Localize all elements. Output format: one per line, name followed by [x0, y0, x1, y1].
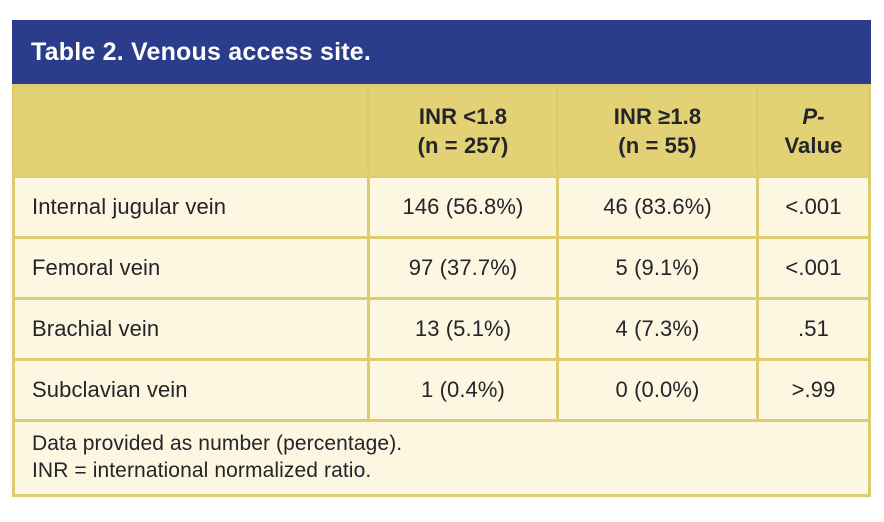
- table-row: Brachial vein 13 (5.1%) 4 (7.3%) .51: [15, 300, 868, 358]
- header-pvalue-line2: Value: [784, 133, 843, 158]
- footnote-line-1: Data provided as number (percentage).: [32, 432, 403, 455]
- header-inr-ge-line1: INR ≥1.8: [613, 104, 702, 129]
- footnote-row: Data provided as number (percentage). IN…: [15, 422, 868, 494]
- inr-ge-value-cell: 46 (83.6%): [559, 178, 756, 236]
- header-pvalue-line1: P-: [802, 104, 825, 129]
- table-row: Femoral vein 97 (37.7%) 5 (9.1%) <.001: [15, 239, 868, 297]
- venous-access-table: INR <1.8 (n = 257) INR ≥1.8 (n = 55) P- …: [12, 84, 871, 497]
- p-value-cell: .51: [759, 300, 868, 358]
- row-label-cell: Femoral vein: [15, 239, 367, 297]
- p-value-cell: <.001: [759, 178, 868, 236]
- header-inr-lt-line2: (n = 257): [417, 133, 509, 158]
- inr-lt-value-cell: 97 (37.7%): [370, 239, 556, 297]
- inr-ge-value-cell: 4 (7.3%): [559, 300, 756, 358]
- inr-ge-value-cell: 5 (9.1%): [559, 239, 756, 297]
- footnote-cell: Data provided as number (percentage). IN…: [15, 422, 868, 494]
- header-inr-lt-line1: INR <1.8: [418, 104, 508, 129]
- header-inr-ge-line2: (n = 55): [618, 133, 697, 158]
- header-empty-cell: [15, 87, 367, 175]
- table-title-bar: Table 2. Venous access site.: [12, 20, 871, 84]
- inr-lt-value-cell: 13 (5.1%): [370, 300, 556, 358]
- row-label-cell: Brachial vein: [15, 300, 367, 358]
- table-title: Table 2. Venous access site.: [31, 37, 372, 66]
- inr-lt-value-cell: 1 (0.4%): [370, 361, 556, 419]
- header-pvalue: P- Value: [759, 87, 868, 175]
- table-panel: Table 2. Venous access site. INR <1.8 (n…: [12, 20, 871, 497]
- p-value-cell: <.001: [759, 239, 868, 297]
- inr-ge-value-cell: 0 (0.0%): [559, 361, 756, 419]
- inr-lt-value-cell: 146 (56.8%): [370, 178, 556, 236]
- header-inr-ge: INR ≥1.8 (n = 55): [559, 87, 756, 175]
- column-header-row: INR <1.8 (n = 257) INR ≥1.8 (n = 55) P- …: [15, 87, 868, 175]
- footnote-line-2: INR = international normalized ratio.: [32, 459, 372, 482]
- table-row: Internal jugular vein 146 (56.8%) 46 (83…: [15, 178, 868, 236]
- row-label-cell: Internal jugular vein: [15, 178, 367, 236]
- p-value-cell: >.99: [759, 361, 868, 419]
- row-label-cell: Subclavian vein: [15, 361, 367, 419]
- table-row: Subclavian vein 1 (0.4%) 0 (0.0%) >.99: [15, 361, 868, 419]
- header-inr-lt: INR <1.8 (n = 257): [370, 87, 556, 175]
